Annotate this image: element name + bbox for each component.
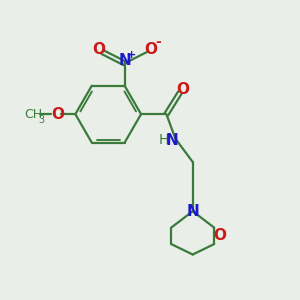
Text: N: N	[118, 53, 131, 68]
Text: H: H	[159, 133, 169, 147]
Text: +: +	[127, 50, 136, 60]
Text: O: O	[51, 107, 64, 122]
Text: -: -	[155, 35, 161, 50]
Text: O: O	[213, 228, 226, 243]
Text: O: O	[144, 42, 157, 57]
Text: N: N	[165, 133, 178, 148]
Text: 3: 3	[38, 115, 45, 124]
Text: N: N	[186, 204, 199, 219]
Text: O: O	[176, 82, 189, 97]
Text: O: O	[92, 42, 105, 57]
Text: CH: CH	[25, 108, 43, 121]
